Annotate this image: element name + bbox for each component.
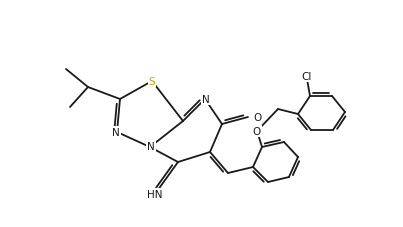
- Text: O: O: [253, 113, 261, 122]
- Text: N: N: [112, 127, 120, 137]
- Text: HN: HN: [147, 189, 163, 199]
- Text: S: S: [149, 77, 155, 87]
- Text: N: N: [147, 141, 155, 151]
- Text: Cl: Cl: [302, 72, 312, 82]
- Text: O: O: [253, 126, 261, 136]
- Text: N: N: [202, 95, 210, 105]
